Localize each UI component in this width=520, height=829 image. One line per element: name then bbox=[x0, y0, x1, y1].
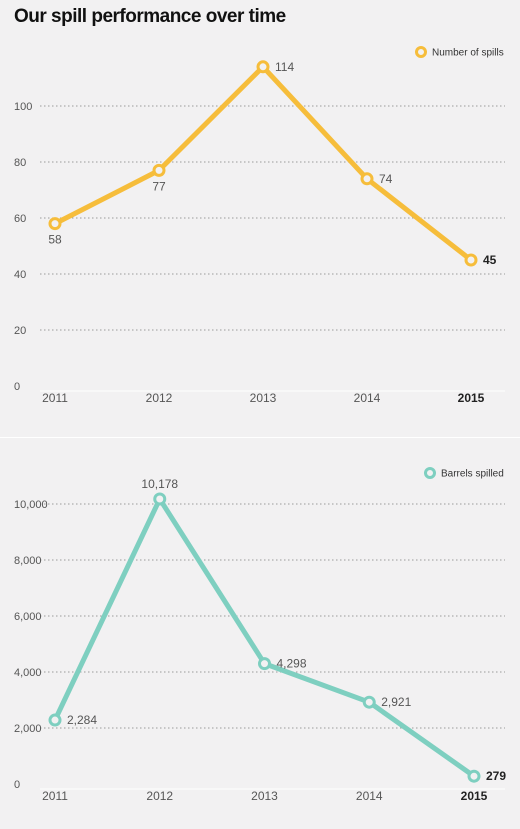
data-point bbox=[153, 492, 167, 506]
x-tick-label: 2014 bbox=[354, 391, 381, 405]
page-title: Our spill performance over time bbox=[14, 6, 286, 27]
data-label: 114 bbox=[275, 60, 294, 74]
data-point bbox=[464, 253, 478, 267]
x-tick-label: 2013 bbox=[250, 391, 277, 405]
x-tick-label: 2015 bbox=[458, 391, 485, 405]
data-label: 10,178 bbox=[141, 477, 178, 491]
y-tick-label: 10,000 bbox=[14, 499, 48, 511]
data-label: 4,298 bbox=[277, 657, 307, 671]
y-tick-label: 8,000 bbox=[14, 555, 42, 567]
data-label: 279 bbox=[486, 769, 506, 783]
y-tick-label: 6,000 bbox=[14, 611, 42, 623]
x-tick-label: 2012 bbox=[146, 391, 173, 405]
data-point bbox=[48, 217, 62, 231]
data-label: 58 bbox=[48, 233, 62, 247]
barrels-spilled-chart: 0 2,000 4,000 6,000 8,000 10,000 2011 2012 2013 2… bbox=[14, 467, 506, 803]
y-tick-label: 0 bbox=[14, 779, 20, 791]
data-label: 74 bbox=[379, 172, 393, 186]
y-tick-label: 100 bbox=[14, 101, 32, 113]
x-tick-label: 2014 bbox=[356, 789, 383, 803]
data-point bbox=[256, 60, 270, 74]
legend-label: Barrels spilled bbox=[441, 469, 504, 480]
spills-count-chart: 0 20 40 60 80 100 2011 2012 2013 2014 2015 58 77 114 7… bbox=[14, 46, 505, 405]
y-tick-label: 4,000 bbox=[14, 667, 42, 679]
data-point bbox=[152, 163, 166, 177]
x-tick-label: 2013 bbox=[251, 789, 278, 803]
y-tick-label: 60 bbox=[14, 213, 26, 225]
y-tick-label: 0 bbox=[14, 381, 20, 393]
series-line bbox=[52, 64, 474, 263]
data-point bbox=[362, 695, 376, 709]
data-label: 2,284 bbox=[67, 713, 97, 727]
x-tick-label: 2015 bbox=[461, 789, 488, 803]
data-point bbox=[258, 657, 271, 671]
data-label: 77 bbox=[152, 179, 166, 193]
legend-marker bbox=[424, 467, 436, 479]
x-tick-label: 2011 bbox=[42, 391, 68, 405]
series-line bbox=[52, 496, 477, 779]
y-tick-label: 2,000 bbox=[14, 723, 42, 735]
data-point bbox=[360, 172, 374, 186]
x-tick-label: 2012 bbox=[146, 789, 173, 803]
data-label: 2,921 bbox=[381, 695, 411, 709]
x-tick-label: 2011 bbox=[42, 789, 68, 803]
legend-marker bbox=[415, 46, 427, 58]
data-label: 45 bbox=[483, 253, 497, 267]
legend-label: Number of spills bbox=[432, 48, 504, 59]
data-point bbox=[467, 769, 481, 783]
data-point bbox=[48, 713, 62, 727]
y-tick-label: 80 bbox=[14, 157, 26, 169]
chart-divider bbox=[0, 437, 520, 438]
y-tick-label: 20 bbox=[14, 325, 26, 337]
y-tick-label: 40 bbox=[14, 269, 26, 281]
